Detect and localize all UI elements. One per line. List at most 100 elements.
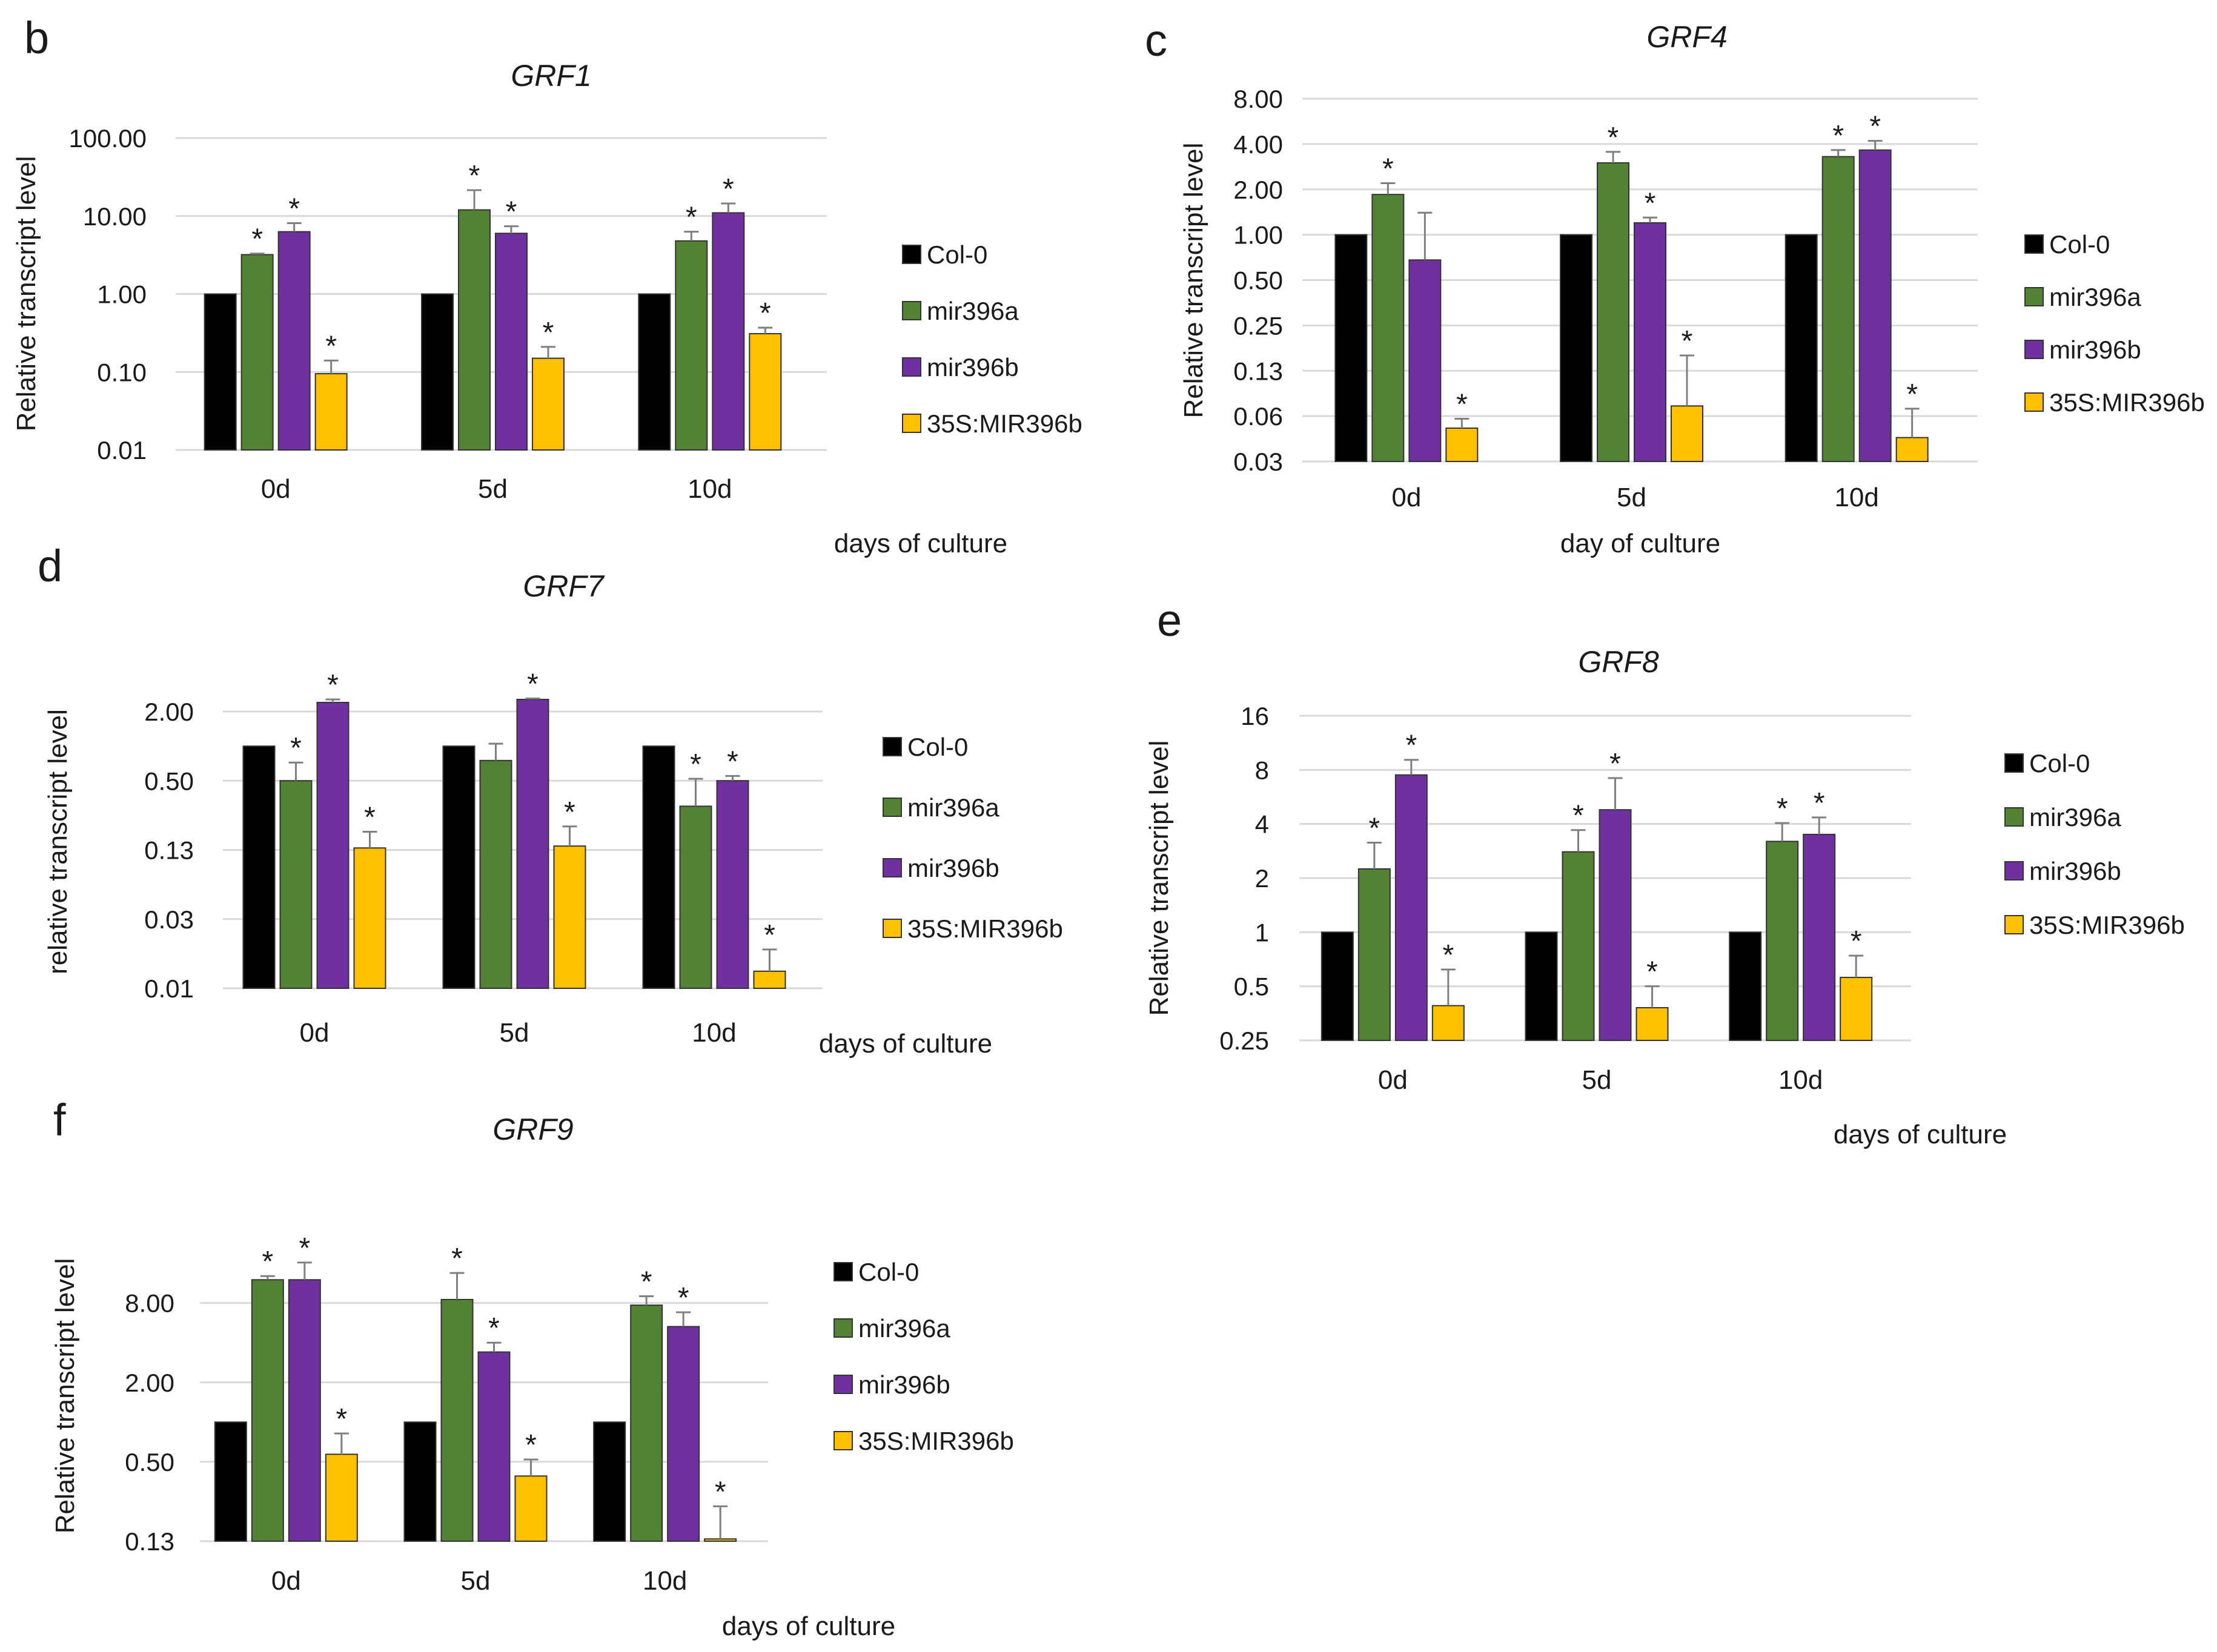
significance-marker: * xyxy=(715,1476,726,1508)
x-tick-label: 5d xyxy=(461,1566,491,1596)
legend-label: Col-0 xyxy=(927,240,987,269)
legend-label: 35S:MIR396b xyxy=(858,1427,1014,1455)
x-axis-label: days of culture xyxy=(819,1029,992,1059)
significance-marker: * xyxy=(760,297,771,329)
y-tick-label: 1 xyxy=(1255,918,1269,947)
bar-35S:MIR396b-0d xyxy=(353,847,386,990)
y-tick-label: 0.25 xyxy=(1233,311,1283,340)
y-axis-label: Relative transcript level xyxy=(50,1258,80,1534)
bar-Col-0-10d xyxy=(638,293,671,451)
significance-marker: * xyxy=(641,1266,652,1298)
legend-label: mir396b xyxy=(2029,857,2121,885)
y-tick-label: 0.03 xyxy=(1233,448,1283,476)
bar-Col-0-10d xyxy=(1729,931,1762,1042)
legend-label: Col-0 xyxy=(907,733,968,761)
legend-label: mir396a xyxy=(927,297,1019,325)
y-axis-label: Relative transcript level xyxy=(1179,143,1208,418)
bar-mir396b-5d xyxy=(1634,222,1666,462)
bar-mir396a-5d xyxy=(1597,162,1629,462)
legend-swatch xyxy=(833,1262,853,1281)
bar-mir396a-5d xyxy=(440,1298,474,1542)
legend-label: mir396a xyxy=(858,1314,950,1343)
x-tick-label: 0d xyxy=(261,474,291,504)
bar-mir396b-5d xyxy=(477,1351,511,1542)
x-tick-label: 10d xyxy=(643,1566,687,1596)
legend-label: mir396a xyxy=(2029,803,2121,831)
significance-marker: * xyxy=(262,1246,273,1278)
legend-swatch xyxy=(2004,915,2024,934)
bar-mir396b-10d xyxy=(716,780,749,989)
bar-mir396b-0d xyxy=(1408,259,1442,462)
legend-label: mir396b xyxy=(858,1370,950,1399)
significance-marker: * xyxy=(336,1403,347,1435)
significance-marker: * xyxy=(469,160,480,192)
significance-marker: * xyxy=(543,317,554,349)
legend-swatch xyxy=(883,919,902,938)
y-axis-label: relative transcript level xyxy=(43,709,73,974)
significance-marker: * xyxy=(290,732,302,764)
bar-mir396a-0d xyxy=(1357,868,1391,1042)
bar-mir396a-5d xyxy=(458,209,491,451)
bar-35S:MIR396b-10d xyxy=(1840,977,1873,1042)
legend-label: Col-0 xyxy=(2049,230,2110,259)
y-tick-label: 10.00 xyxy=(83,202,147,231)
legend-swatch xyxy=(2004,807,2024,827)
legend-swatch xyxy=(902,245,921,264)
x-tick-label: 5d xyxy=(1582,1065,1612,1095)
significance-marker: * xyxy=(723,173,734,205)
x-tick-label: 5d xyxy=(500,1018,529,1048)
y-tick-label: 16 xyxy=(1241,702,1269,730)
y-tick-label: 0.01 xyxy=(97,436,147,464)
significance-marker: * xyxy=(764,919,775,951)
y-tick-label: 0.50 xyxy=(125,1448,174,1476)
bar-35S:MIR396b-5d xyxy=(553,845,586,990)
y-tick-label: 1.00 xyxy=(97,280,147,309)
legend-label: 35S:MIR396b xyxy=(2029,911,2185,939)
significance-marker: * xyxy=(488,1312,500,1344)
legend-swatch xyxy=(883,858,902,877)
significance-marker: * xyxy=(1609,748,1621,780)
y-tick-label: 1.00 xyxy=(1233,221,1283,249)
significance-marker: * xyxy=(451,1243,463,1275)
x-tick-label: 0d xyxy=(1378,1065,1408,1095)
chart-title: GRF9 xyxy=(492,1112,573,1146)
significance-marker: * xyxy=(364,801,376,833)
legend-swatch xyxy=(902,414,921,433)
significance-marker: * xyxy=(1572,800,1584,832)
chart-panel-b: b GRF1 0.01 0.10 1.00 10.00 100.00 Relative tra… xyxy=(12,13,1082,558)
chart-panel-c: c GRF4 0.03 0.06 0.13 0.25 0.50 1.00 2.00 4.00 8.0… xyxy=(1145,15,2205,558)
legend-swatch xyxy=(2004,753,2024,773)
y-tick-label: 0.10 xyxy=(97,358,147,386)
bar-Col-0-0d xyxy=(214,1421,247,1542)
y-tick-label: 0.13 xyxy=(144,836,194,865)
bar-mir396b-10d xyxy=(712,212,745,451)
bar-35S:MIR396b-0d xyxy=(325,1453,358,1542)
y-tick-label: 4.00 xyxy=(1233,130,1283,159)
bar-35S:MIR396b-5d xyxy=(532,357,565,451)
significance-marker: * xyxy=(1777,793,1788,825)
y-tick-label: 0.5 xyxy=(1234,973,1269,1001)
bar-mir396b-10d xyxy=(667,1326,700,1542)
legend-label: 35S:MIR396b xyxy=(2049,388,2205,417)
legend-label: mir396b xyxy=(927,353,1019,382)
significance-marker: * xyxy=(686,202,697,234)
x-tick-label: 0d xyxy=(1391,483,1421,512)
bar-35S:MIR396b-10d xyxy=(1895,437,1929,462)
bar-mir396b-0d xyxy=(1394,774,1428,1042)
legend-swatch xyxy=(883,737,902,756)
legend-label: mir396b xyxy=(2049,335,2141,364)
y-tick-label: 2.00 xyxy=(144,698,194,726)
bar-Col-0-5d xyxy=(1525,931,1558,1042)
y-tick-label: 8.00 xyxy=(125,1289,174,1318)
bar-35S:MIR396b-0d xyxy=(1431,1005,1465,1042)
legend-label: mir396a xyxy=(907,793,999,822)
legend-swatch xyxy=(902,357,921,377)
legend-label: 35S:MIR396b xyxy=(907,914,1063,943)
significance-marker: * xyxy=(1851,925,1862,957)
legend-swatch xyxy=(2024,340,2044,359)
significance-marker: * xyxy=(1869,111,1881,143)
significance-marker: * xyxy=(506,196,517,228)
legend-swatch xyxy=(833,1431,853,1450)
x-axis-label: days of culture xyxy=(834,529,1007,558)
significance-marker: * xyxy=(727,745,738,778)
